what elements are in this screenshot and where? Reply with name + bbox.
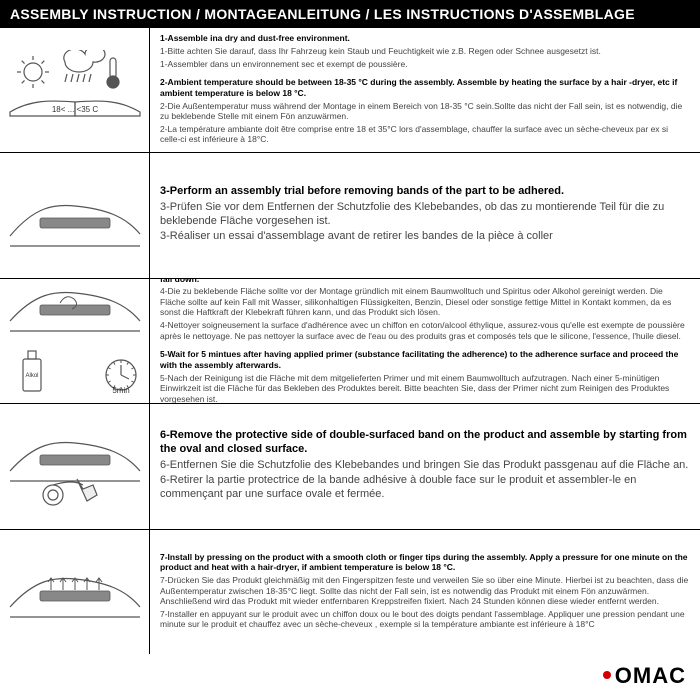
step-line: 2-Ambient temperature should be between …	[160, 77, 690, 98]
step-row: Alkol 5min 4-Clean carefully the adheren…	[0, 279, 700, 404]
step-line: 6-Remove the protective side of double-s…	[160, 429, 690, 457]
step-block: 1-Assemble ina dry and dust-free environ…	[160, 33, 690, 71]
step-line: 5-Wait for 5 mintues after having applie…	[160, 349, 690, 370]
instruction-sheet: ASSEMBLY INSTRUCTION / MONTAGEANLEITUNG …	[0, 0, 700, 700]
step-line: 3-Perform an assembly trial before remov…	[160, 185, 690, 199]
step-row: 6-Remove the protective side of double-s…	[0, 404, 700, 529]
step-row: 7-Install by pressing on the product wit…	[0, 530, 700, 654]
step-block: 2-Ambient temperature should be between …	[160, 77, 690, 147]
svg-text:18< ... <35 C: 18< ... <35 C	[51, 105, 97, 114]
step-block: 6-Remove the protective side of double-s…	[160, 429, 690, 504]
step-text: 6-Remove the protective side of double-s…	[150, 404, 700, 528]
step-line: 4-Clean carefully the adherence surface …	[160, 279, 690, 284]
step-line: 1-Assembler dans un environnement sec et…	[160, 59, 690, 70]
header-title: ASSEMBLY INSTRUCTION / MONTAGEANLEITUNG …	[10, 6, 635, 22]
step-line: 3-Réaliser un essai d'assemblage avant d…	[160, 230, 690, 244]
step-line: 1-Bitte achten Sie darauf, dass Ihr Fahr…	[160, 46, 690, 57]
step-line: 6-Entfernen Sie die Schutzfolie des Kleb…	[160, 459, 690, 473]
step-block: 4-Clean carefully the adherence surface …	[160, 279, 690, 344]
step-row: 3-Perform an assembly trial before remov…	[0, 153, 700, 278]
step-line: 7-Drücken Sie das Produkt gleichmäßig mi…	[160, 575, 690, 607]
logo-dot-icon	[603, 671, 611, 679]
step-line: 2-Die Außentemperatur muss während der M…	[160, 101, 690, 122]
press-icon	[0, 530, 150, 654]
step-line: 4-Die zu beklebende Fläche sollte vor de…	[160, 286, 690, 318]
step-text: 7-Install by pressing on the product wit…	[150, 530, 700, 654]
step-line: 5-Nach der Reinigung ist die Fläche mit …	[160, 373, 690, 404]
step-block: 3-Perform an assembly trial before remov…	[160, 185, 690, 246]
step-text: 1-Assemble ina dry and dust-free environ…	[150, 28, 700, 152]
step-line: 2-La température ambiante doit être comp…	[160, 124, 690, 145]
remove-band-icon	[0, 404, 150, 528]
footer: OMAC	[0, 654, 700, 700]
clean-primer-icon: Alkol 5min	[0, 279, 150, 403]
step-row: 18< ... <35 C 1-Assemble ina dry and dus…	[0, 28, 700, 153]
step-line: 3-Prüfen Sie vor dem Entfernen der Schut…	[160, 201, 690, 229]
svg-text:Alkol: Alkol	[25, 373, 38, 379]
temperature-icon: 18< ... <35 C	[0, 28, 150, 152]
brand-text: OMAC	[615, 663, 686, 689]
step-line: 1-Assemble ina dry and dust-free environ…	[160, 33, 690, 44]
step-text: 4-Clean carefully the adherence surface …	[150, 279, 700, 403]
brand-logo: OMAC	[603, 663, 686, 689]
step-block: 7-Install by pressing on the product wit…	[160, 552, 690, 632]
step-rows: 18< ... <35 C 1-Assemble ina dry and dus…	[0, 28, 700, 654]
step-line: 4-Nettoyer soigneusement la surface d'ad…	[160, 320, 690, 341]
svg-text:5min: 5min	[112, 386, 129, 395]
step-line: 7-Install by pressing on the product wit…	[160, 552, 690, 573]
header-bar: ASSEMBLY INSTRUCTION / MONTAGEANLEITUNG …	[0, 0, 700, 28]
sill-trial-icon	[0, 153, 150, 277]
step-block: 5-Wait for 5 mintues after having applie…	[160, 349, 690, 403]
step-line: 7-Installer en appuyant sur le produit a…	[160, 609, 690, 630]
step-line: 6-Retirer la partie protectrice de la ba…	[160, 474, 690, 502]
step-text: 3-Perform an assembly trial before remov…	[150, 153, 700, 277]
